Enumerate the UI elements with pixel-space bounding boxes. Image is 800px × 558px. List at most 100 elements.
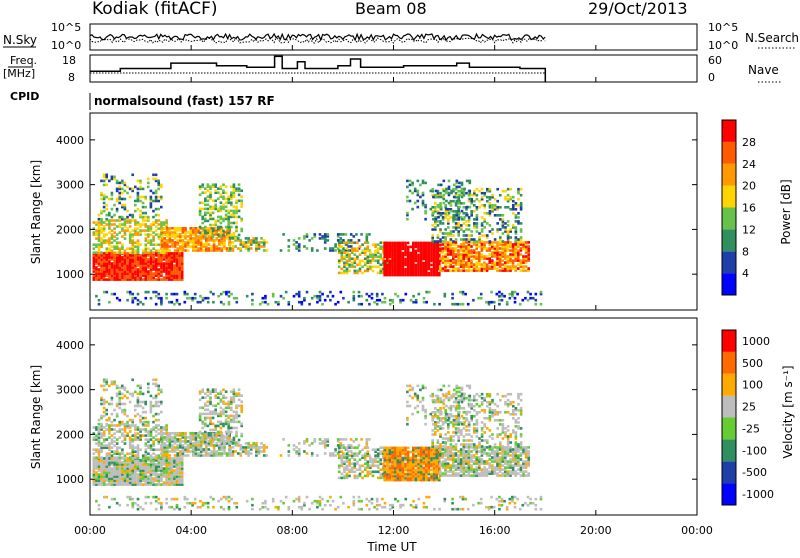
power-cell [217,295,220,298]
velocity-cell [217,421,220,424]
power-cell [507,198,510,201]
power-cell [157,208,160,211]
velocity-cell [111,467,114,470]
power-cell [447,241,450,244]
power-cell [204,226,207,229]
power-cell [360,303,363,306]
velocity-cell [364,463,367,466]
velocity-cell [161,432,164,435]
velocity-cell [321,440,324,443]
velocity-cell [242,446,245,449]
power-cell [483,212,486,215]
velocity-cell [199,390,202,393]
velocity-cell [129,393,132,396]
velocity-cell [209,390,212,393]
power-cell [428,291,431,294]
velocity-cell [238,392,241,395]
power-cell [147,182,150,185]
velocity-cell [111,421,114,424]
power-cell [147,247,150,250]
power-cell [129,291,132,294]
velocity-cell [105,379,108,382]
power-cell [452,230,455,233]
power-cell [126,252,129,255]
power-cell [343,251,346,254]
power-cell [493,301,496,304]
velocity-cell [311,442,314,445]
velocity-cell [147,391,150,394]
velocity-cell [187,444,190,447]
velocity-cell [155,454,158,457]
velocity-cell [212,439,215,442]
power-cell [496,293,499,296]
power-cell [209,191,212,194]
velocity-cell [253,442,256,445]
power-cell [139,196,142,199]
power-cell [324,299,327,302]
velocity-cell [189,450,192,453]
velocity-cell [209,429,212,432]
power-cell [225,210,228,213]
velocity-cell [116,403,119,406]
power-cell [338,241,341,244]
velocity-cell [266,446,269,449]
power-cell [232,245,235,248]
velocity-cell [155,419,158,422]
velocity-cell [233,427,236,430]
velocity-cell [258,446,261,449]
velocity-cell [174,446,177,449]
velocity-cell [155,457,158,460]
power-cell [391,242,394,245]
power-cell [507,265,510,268]
power-cell [134,249,137,252]
velocity-cell [229,442,232,445]
velocity-cell [359,465,362,468]
velocity-cell [204,392,207,395]
velocity-cell [152,421,155,424]
velocity-cell [222,439,225,442]
power-cell [353,291,356,294]
velocity-cell [126,415,129,418]
power-cell [240,239,243,242]
power-cell [105,214,108,217]
velocity-cell [212,405,215,408]
power-cell [514,297,517,300]
velocity-cell [199,437,202,440]
power-cell [540,303,543,306]
power-ytick-label: 3000 [56,179,84,192]
velocity-cell [215,450,218,453]
velocity-cell [157,393,160,396]
power-ytick-label: 4000 [56,134,84,147]
power-cell [235,206,238,209]
power-cell [491,194,494,197]
power-cell [169,227,172,230]
velocity-cell [340,438,343,441]
velocity-cell [103,444,106,447]
power-cell [106,233,109,236]
velocity-cell [129,401,132,404]
power-cell [155,190,158,193]
power-cell [356,264,359,267]
power-cell [440,206,443,209]
power-cell [118,202,121,205]
velocity-cell [238,439,241,442]
power-cell [293,243,296,246]
velocity-cell [116,446,119,449]
power-cell [392,299,395,302]
velocity-cell [306,438,309,441]
power-cell [266,241,269,244]
power-cell [147,225,150,228]
velocity-cell [225,403,228,406]
power-cell [514,291,517,294]
power-cell [95,266,98,269]
velocity-cell [361,465,364,468]
velocity-cell [142,454,145,457]
velocity-cell [380,458,383,461]
power-cell [124,252,127,255]
power-cell [389,242,392,245]
power-cell [129,214,132,217]
power-cell [527,267,530,270]
velocity-cell [308,444,311,447]
power-cell [212,234,215,237]
power-cell [501,293,504,296]
